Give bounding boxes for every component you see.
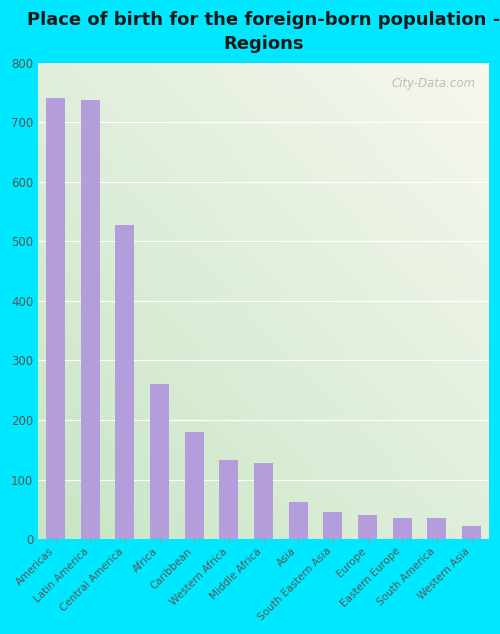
- Bar: [392, 518, 412, 539]
- Bar: [116, 224, 134, 539]
- Bar: [288, 501, 308, 539]
- Bar: [184, 432, 204, 539]
- Bar: [220, 460, 238, 539]
- Title: Place of birth for the foreign-born population -
Regions: Place of birth for the foreign-born popu…: [27, 11, 500, 53]
- Text: City-Data.com: City-Data.com: [391, 77, 475, 90]
- Bar: [80, 100, 100, 539]
- Bar: [428, 518, 446, 539]
- Bar: [46, 98, 65, 539]
- Bar: [462, 526, 481, 539]
- Bar: [358, 515, 377, 539]
- Bar: [254, 463, 273, 539]
- Bar: [150, 384, 169, 539]
- Bar: [324, 512, 342, 539]
